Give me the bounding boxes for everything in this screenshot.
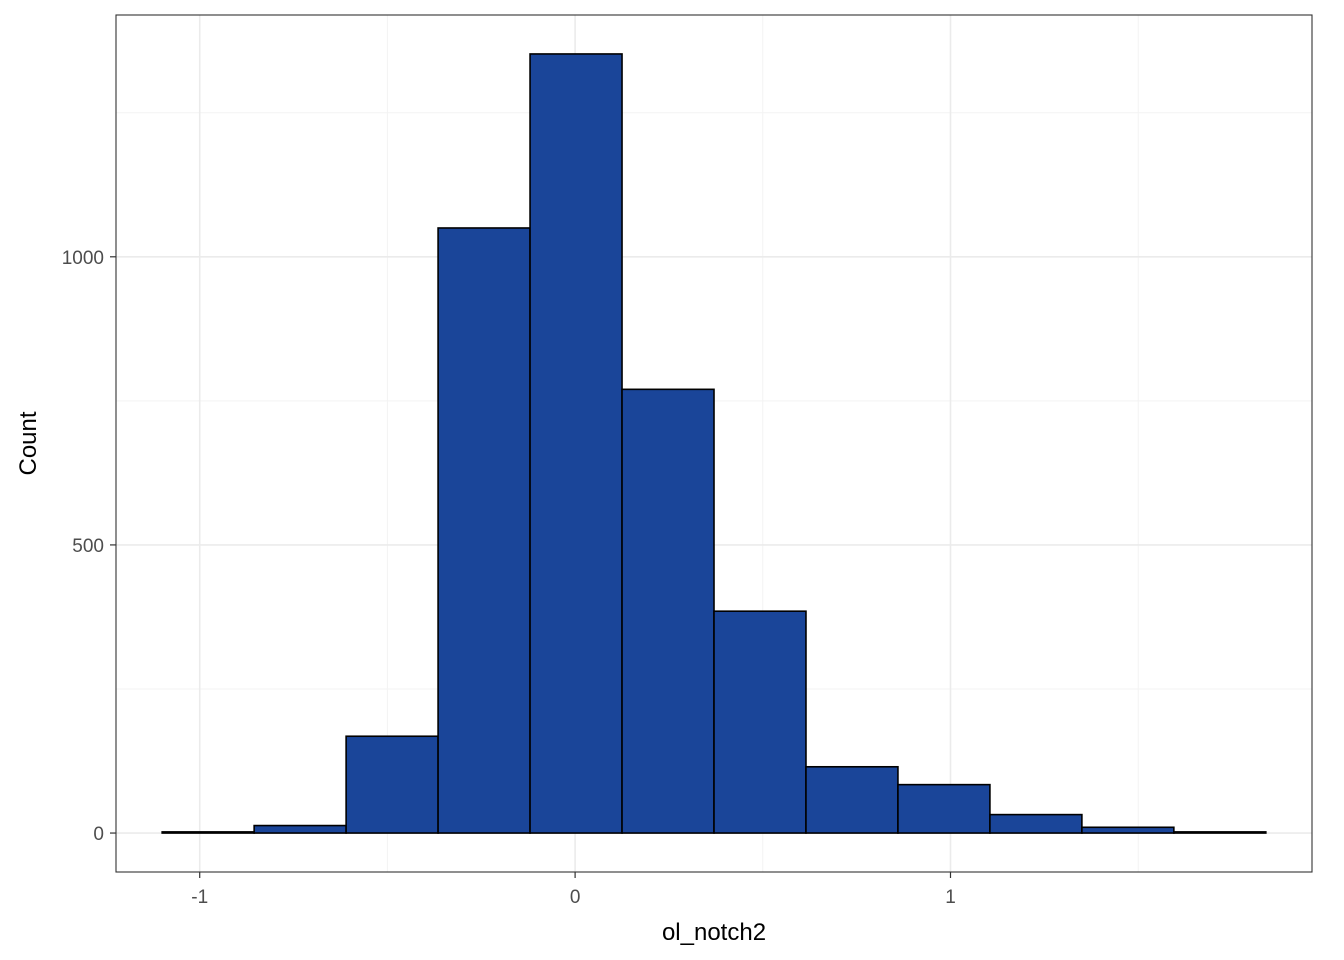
histogram-bar [437, 227, 531, 834]
x-tick-label: -1 [191, 887, 208, 908]
plot-panel-border [115, 14, 1313, 873]
x-axis-ticks: -1 0 1 [191, 872, 956, 908]
y-tick-label: 1000 [62, 248, 104, 269]
histogram-bars [161, 53, 1267, 834]
y-tick-label: 500 [72, 536, 104, 557]
x-tick-label: 1 [945, 887, 956, 908]
histogram-bar [161, 831, 255, 834]
histogram-bar [897, 783, 991, 834]
histogram-bar [1173, 831, 1267, 834]
histogram-bar [1081, 826, 1175, 834]
histogram-bar [529, 53, 623, 834]
histogram-bar [805, 765, 899, 834]
histogram-bar [345, 735, 439, 834]
histogram-bar [989, 813, 1083, 834]
y-tick-label: 0 [93, 824, 104, 845]
histogram-bar [253, 824, 347, 834]
y-axis-ticks: 0 500 1000 [62, 248, 116, 845]
histogram-bar [621, 388, 715, 834]
y-axis-title: Count [15, 411, 42, 475]
histogram-bar [713, 610, 807, 834]
x-tick-label: 0 [570, 887, 581, 908]
x-axis-title: ol_notch2 [662, 919, 766, 946]
